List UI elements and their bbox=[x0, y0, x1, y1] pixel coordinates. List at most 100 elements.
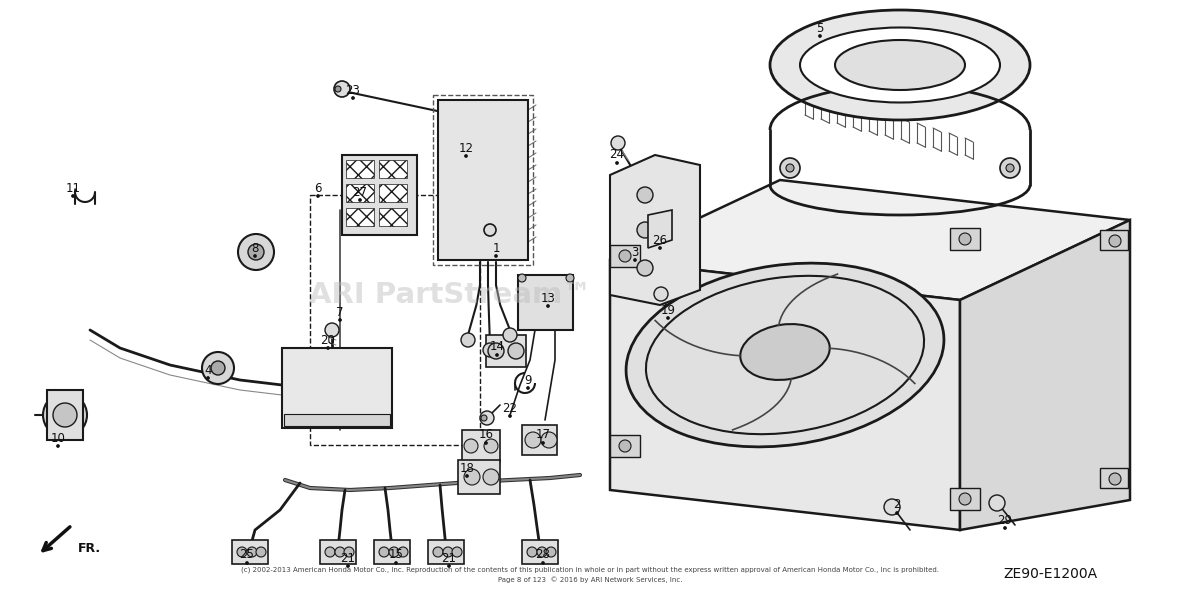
Text: 9: 9 bbox=[524, 373, 532, 386]
Circle shape bbox=[461, 333, 476, 347]
Circle shape bbox=[819, 35, 821, 38]
Text: 11: 11 bbox=[66, 181, 80, 194]
Circle shape bbox=[480, 411, 494, 425]
Circle shape bbox=[334, 81, 350, 97]
Circle shape bbox=[359, 198, 361, 201]
Circle shape bbox=[347, 564, 349, 567]
Bar bbox=[346, 208, 374, 226]
Bar bbox=[374, 540, 409, 564]
Bar bbox=[379, 160, 407, 178]
Circle shape bbox=[352, 97, 354, 100]
Bar bbox=[284, 414, 391, 426]
Bar bbox=[342, 155, 417, 235]
Bar bbox=[522, 425, 557, 455]
Text: 7: 7 bbox=[336, 306, 343, 319]
Circle shape bbox=[654, 287, 668, 301]
Bar bbox=[1100, 230, 1128, 250]
Circle shape bbox=[335, 547, 345, 557]
Circle shape bbox=[989, 495, 1005, 511]
Circle shape bbox=[546, 547, 556, 557]
Text: 16: 16 bbox=[479, 429, 493, 442]
Circle shape bbox=[1003, 527, 1007, 530]
Circle shape bbox=[896, 511, 898, 515]
Polygon shape bbox=[610, 260, 961, 530]
Circle shape bbox=[489, 343, 504, 359]
Circle shape bbox=[465, 154, 467, 157]
Circle shape bbox=[202, 352, 234, 384]
Bar bbox=[438, 100, 527, 260]
Bar bbox=[232, 540, 268, 564]
Circle shape bbox=[1007, 164, 1014, 172]
Circle shape bbox=[327, 346, 329, 349]
Bar bbox=[610, 435, 640, 457]
Text: 13: 13 bbox=[540, 292, 556, 305]
Bar bbox=[320, 540, 356, 564]
Bar bbox=[522, 540, 558, 564]
Circle shape bbox=[484, 224, 496, 236]
Circle shape bbox=[464, 439, 478, 453]
Circle shape bbox=[339, 319, 341, 322]
Circle shape bbox=[526, 386, 530, 389]
Circle shape bbox=[433, 547, 442, 557]
Bar bbox=[463, 430, 500, 462]
Circle shape bbox=[464, 469, 480, 485]
Circle shape bbox=[335, 86, 341, 92]
Text: 29: 29 bbox=[997, 514, 1012, 527]
Circle shape bbox=[616, 161, 618, 164]
Circle shape bbox=[540, 432, 557, 448]
Circle shape bbox=[484, 439, 498, 453]
Circle shape bbox=[620, 250, 631, 262]
Circle shape bbox=[959, 493, 971, 505]
Circle shape bbox=[509, 343, 524, 359]
Circle shape bbox=[238, 234, 274, 270]
Circle shape bbox=[780, 158, 800, 178]
Circle shape bbox=[1109, 235, 1121, 247]
Circle shape bbox=[542, 561, 544, 564]
Circle shape bbox=[57, 445, 59, 448]
Circle shape bbox=[442, 547, 453, 557]
Circle shape bbox=[634, 259, 636, 262]
Bar bbox=[486, 335, 526, 367]
Circle shape bbox=[316, 194, 320, 197]
Ellipse shape bbox=[740, 324, 830, 380]
Text: FR.: FR. bbox=[78, 541, 101, 554]
Text: 20: 20 bbox=[321, 333, 335, 346]
Circle shape bbox=[518, 274, 526, 282]
Polygon shape bbox=[610, 180, 1130, 300]
Polygon shape bbox=[610, 155, 700, 305]
Circle shape bbox=[786, 164, 794, 172]
Circle shape bbox=[42, 393, 87, 437]
Text: 2: 2 bbox=[893, 498, 900, 511]
Circle shape bbox=[324, 323, 339, 337]
Text: ZE90-E1200A: ZE90-E1200A bbox=[1003, 567, 1097, 581]
Circle shape bbox=[483, 469, 499, 485]
Circle shape bbox=[465, 475, 468, 478]
Text: 12: 12 bbox=[459, 141, 473, 154]
Circle shape bbox=[620, 440, 631, 452]
Text: 4: 4 bbox=[204, 363, 211, 376]
Circle shape bbox=[256, 547, 266, 557]
Bar bbox=[1100, 468, 1128, 488]
Circle shape bbox=[496, 353, 498, 356]
Text: 23: 23 bbox=[346, 84, 360, 97]
Circle shape bbox=[884, 499, 900, 515]
Circle shape bbox=[494, 254, 498, 257]
Text: 21: 21 bbox=[441, 551, 457, 564]
Circle shape bbox=[211, 361, 225, 375]
Circle shape bbox=[72, 194, 74, 197]
Polygon shape bbox=[648, 210, 671, 248]
Text: 22: 22 bbox=[503, 402, 518, 415]
Text: 21: 21 bbox=[341, 551, 355, 564]
Circle shape bbox=[485, 442, 487, 445]
Circle shape bbox=[447, 564, 451, 567]
Ellipse shape bbox=[627, 263, 944, 447]
Text: 1: 1 bbox=[492, 241, 500, 254]
Text: 14: 14 bbox=[490, 340, 505, 353]
Text: ARI PartStream™: ARI PartStream™ bbox=[309, 281, 591, 309]
Text: 18: 18 bbox=[459, 462, 474, 475]
Text: 3: 3 bbox=[631, 246, 638, 259]
Circle shape bbox=[345, 547, 354, 557]
Circle shape bbox=[503, 328, 517, 342]
Ellipse shape bbox=[835, 40, 965, 90]
Circle shape bbox=[245, 561, 249, 564]
